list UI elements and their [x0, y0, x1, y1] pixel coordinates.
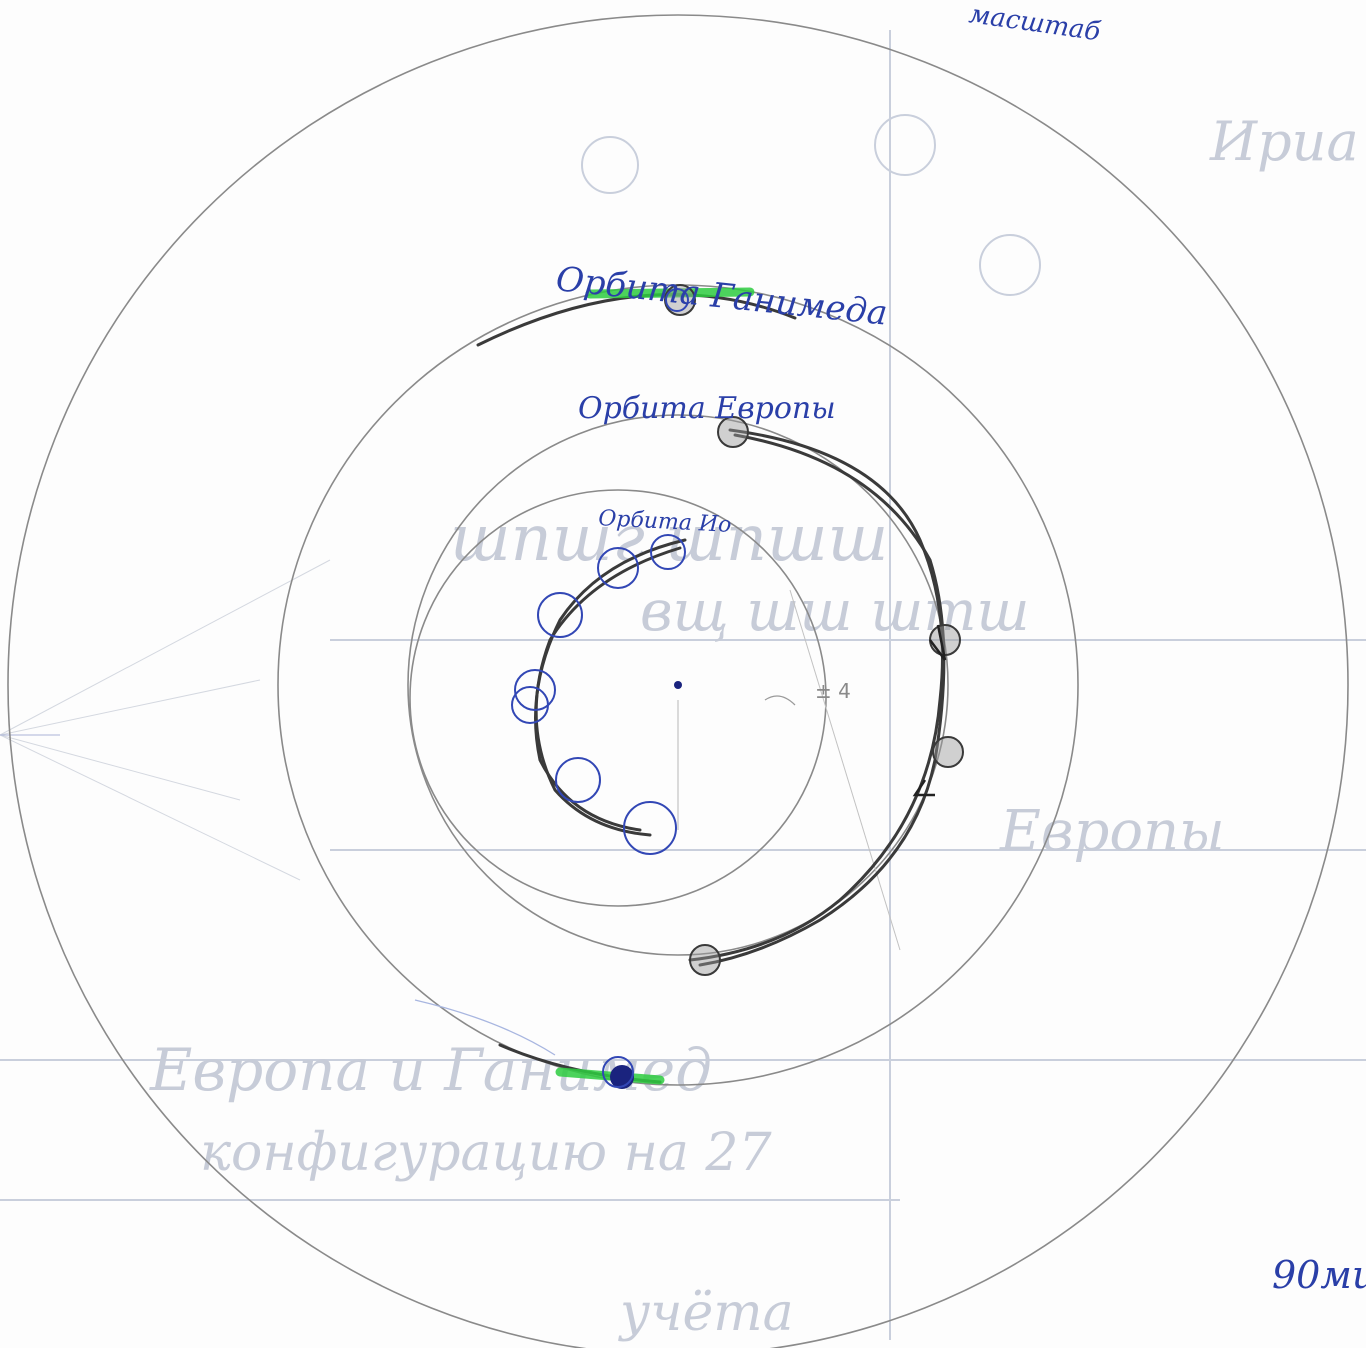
jupiter-center [674, 681, 682, 689]
io-orbit [409, 489, 827, 907]
svg-text:Европы: Европы [999, 799, 1225, 864]
svg-text:± 4: ± 4 [815, 679, 851, 703]
pencil-marks: ± 4 [764, 679, 851, 706]
europa-orbit-label: Орбита Европы [578, 391, 836, 426]
io-positions [511, 534, 687, 855]
ganymede-orbit-label: Орбита Ганимеда [554, 259, 889, 334]
bleed-through: Ириа шпшг шпшш вщ шш штш Европы Европа и… [0, 30, 1366, 1343]
outer-circle [7, 14, 1349, 1348]
svg-text:Ириа: Ириа [1209, 110, 1359, 173]
construction-lines [0, 559, 331, 881]
europa-positions [688, 416, 964, 976]
svg-text:учёта: учёта [618, 1283, 794, 1343]
top-corner-label: масштаб [967, 0, 1102, 47]
svg-text:шпшг шпшш: шпшг шпшш [450, 502, 888, 576]
europa-orbit [407, 414, 949, 956]
svg-text:вщ шш штш: вщ шш штш [640, 579, 1030, 644]
ganymede-positions [414, 284, 797, 1089]
bottom-corner-label: 90мин [1272, 1253, 1366, 1297]
svg-text:конфигурацию на 27: конфигурацию на 27 [200, 1123, 772, 1183]
